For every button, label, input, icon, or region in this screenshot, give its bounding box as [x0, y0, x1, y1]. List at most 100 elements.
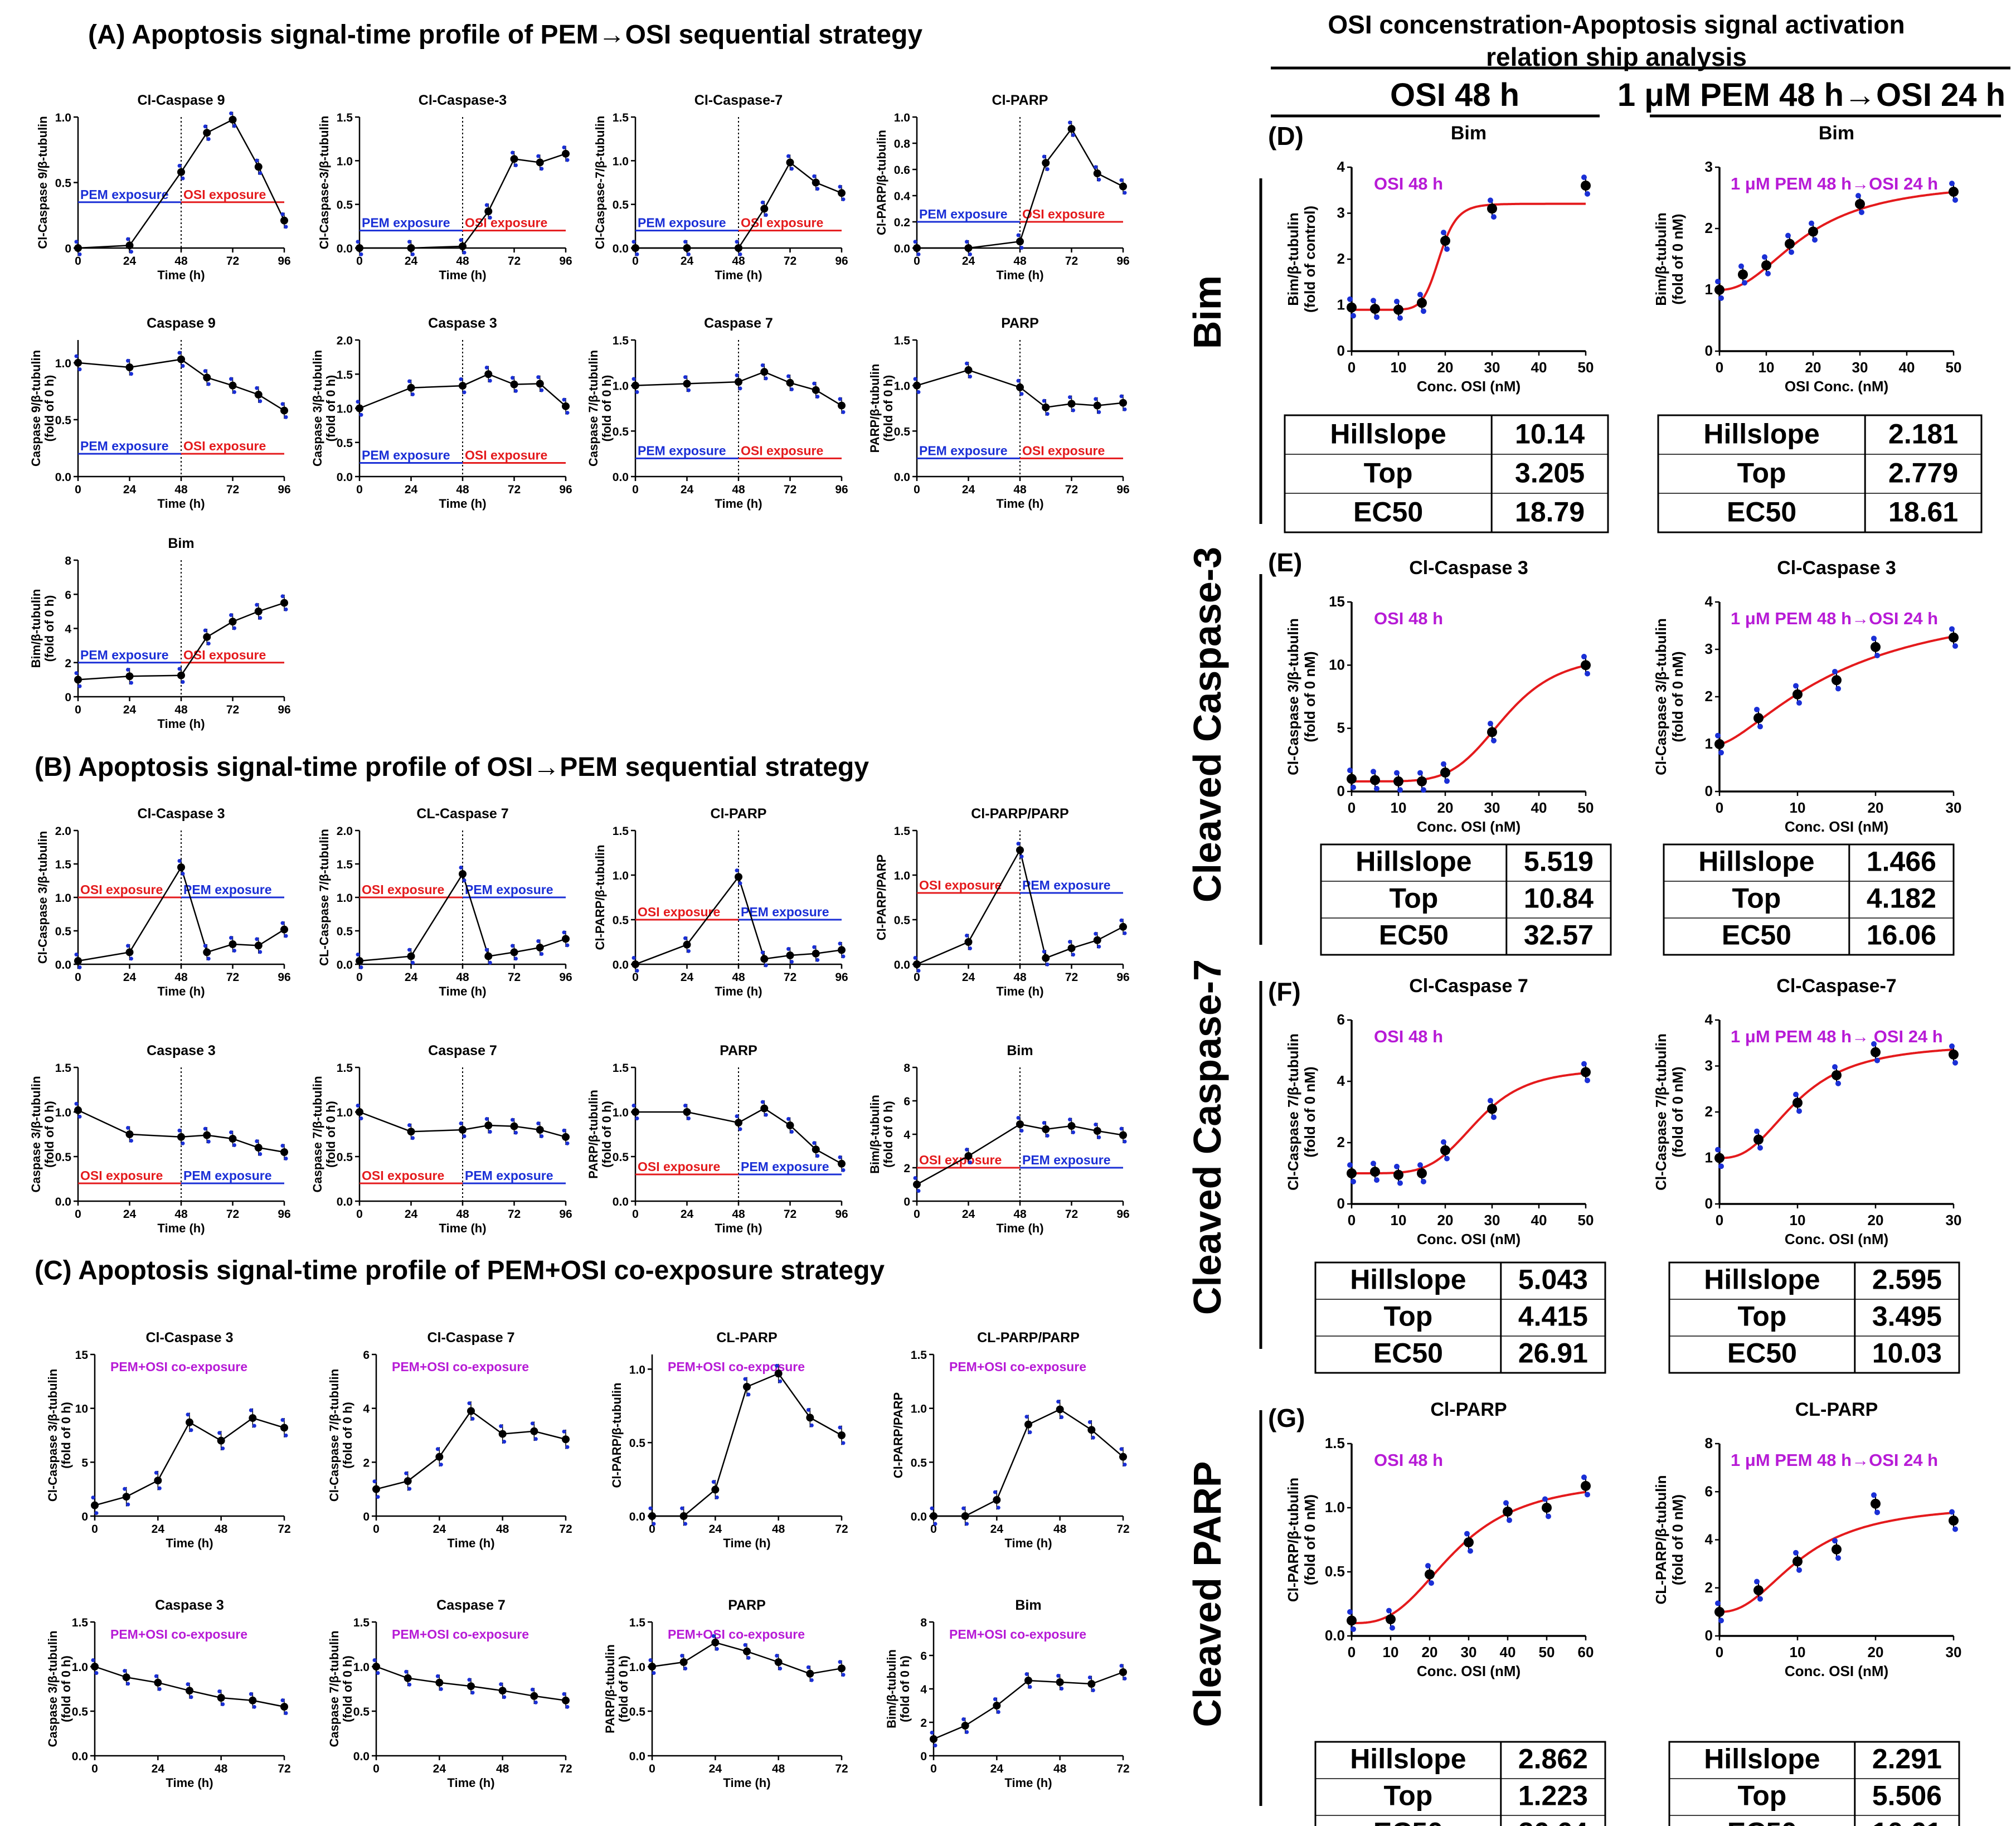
- replicate-point: [1028, 1685, 1032, 1689]
- y-tick-label: 2: [1705, 1103, 1713, 1120]
- y-tick-label: 1: [1705, 281, 1713, 298]
- x-axis-label: Conc. OSI (nM): [1417, 1231, 1520, 1247]
- replicate-point: [372, 1658, 377, 1662]
- x-tick-label: 72: [278, 1762, 290, 1775]
- y-tick-label: 0: [1705, 342, 1713, 359]
- replicate-point: [841, 1441, 846, 1445]
- x-tick-label: 20: [1437, 1212, 1454, 1228]
- replicate-point: [502, 1695, 507, 1699]
- x-tick-label: 0: [91, 1762, 98, 1775]
- replicate-point: [126, 1125, 130, 1130]
- replicate-point: [356, 952, 360, 956]
- data-point: [711, 1485, 720, 1494]
- data-point: [913, 244, 921, 252]
- data-point: [459, 242, 467, 250]
- data-point: [125, 241, 134, 250]
- y-tick-label: 6: [1337, 1011, 1345, 1028]
- replicate-point: [376, 1671, 380, 1676]
- replicate-point: [94, 1671, 99, 1676]
- table-label: Hillslope: [1356, 846, 1471, 877]
- replicate-point: [648, 1506, 653, 1511]
- replicate-point: [1394, 1163, 1400, 1169]
- data-point: [1347, 302, 1357, 313]
- exposure-label-left: PEM exposure: [362, 216, 450, 230]
- table-value: 2.291: [1872, 1744, 1942, 1775]
- replicate-point: [1488, 1097, 1493, 1104]
- y-axis-label-2: (fold of 0 h): [898, 1655, 912, 1722]
- replicate-point: [533, 1437, 538, 1441]
- replicate-point: [1123, 1139, 1127, 1144]
- chart-C-21: Caspase 3 0.0 0.5 1.0 1.5 0 24 48 72 Time (h) Casp…: [46, 1597, 291, 1790]
- data-point: [280, 216, 288, 225]
- replicate-point: [530, 1687, 535, 1692]
- data-point: [648, 1663, 656, 1670]
- y-tick-label: 6: [65, 589, 71, 601]
- replicate-point: [1468, 1548, 1473, 1554]
- data-point: [1042, 403, 1050, 411]
- x-tick-label: 96: [278, 1208, 290, 1221]
- replicate-point: [372, 1479, 377, 1484]
- replicate-point: [841, 197, 846, 202]
- data-point: [217, 1694, 225, 1702]
- x-tick-label: 72: [559, 1762, 572, 1775]
- replicate-point: [126, 944, 130, 948]
- chart-A-4: Caspase 9 0.0 0.5 1.0 0 24 48 72 96 Time (h) Caspa…: [29, 315, 291, 511]
- exposure-label-right: OSI exposure: [741, 443, 823, 458]
- x-tick-label: 24: [990, 1523, 1004, 1536]
- data-point: [1785, 239, 1795, 249]
- data-point: [229, 940, 237, 948]
- chart-title: Cl-Caspase 3: [137, 806, 225, 822]
- replicate-point: [540, 1134, 544, 1139]
- replicate-point: [746, 1392, 751, 1397]
- x-axis-label: Conc. OSI (nM): [1785, 818, 1888, 835]
- replicate-point: [764, 376, 768, 381]
- y-tick-label: 0.5: [613, 1151, 629, 1164]
- replicate-point: [790, 960, 794, 964]
- x-tick-label: 24: [962, 255, 975, 268]
- x-axis-label: Conc. OSI (nM): [1785, 1663, 1888, 1679]
- x-tick-label: 60: [1578, 1644, 1594, 1660]
- replicate-point: [462, 1134, 467, 1139]
- data-point: [812, 386, 820, 394]
- table-border: [1668, 1741, 1960, 1826]
- replicate-point: [359, 252, 363, 256]
- data-point: [1464, 1537, 1474, 1548]
- replicate-point: [562, 930, 566, 935]
- y-tick-label: 4: [1337, 158, 1345, 175]
- replicate-point: [1949, 1509, 1955, 1515]
- y-axis-label: PARP/β-tubulin: [586, 1090, 600, 1179]
- replicate-point: [1068, 1117, 1072, 1121]
- table-label: Top: [1383, 1780, 1432, 1812]
- x-axis-label: Time (h): [439, 984, 486, 998]
- x-axis-label: Time (h): [715, 1221, 762, 1235]
- replicate-point: [1347, 1162, 1353, 1168]
- replicate-point: [965, 1730, 969, 1735]
- chart-B-12: Cl-PARP/PARP 0.0 0.5 1.0 1.5 0 24 48 72 96 Time (h…: [875, 806, 1130, 998]
- replicate-point: [965, 933, 969, 938]
- y-tick-label: 0.5: [72, 1706, 89, 1718]
- replicate-point: [1441, 761, 1446, 767]
- replicate-point: [565, 943, 570, 948]
- replicate-point: [1068, 395, 1072, 400]
- y-axis-label: Cl-Caspase 7/β-tubulin: [327, 1369, 341, 1502]
- replicate-point: [511, 376, 514, 380]
- data-point: [1067, 125, 1076, 133]
- chart-title: Cl-Caspase 7: [1409, 975, 1528, 997]
- data-point: [1753, 1585, 1764, 1596]
- table-value: 10.61: [1872, 1817, 1942, 1826]
- data-point: [683, 940, 691, 949]
- replicate-point: [1952, 643, 1958, 649]
- chart-A-0: Cl-Caspase 9 0 0.5 1.0 0 24 48 72 96 Time (h) Cl-C…: [36, 93, 291, 282]
- replicate-point: [838, 1660, 842, 1664]
- y-axis-label: Caspase 9/β-tubulin: [29, 350, 43, 467]
- replicate-point: [1855, 193, 1861, 199]
- chart-A-3: Cl-PARP 0.0 0.2 0.4 0.6 0.8 1.0 0 24 48 72 96 Time (…: [875, 93, 1130, 282]
- chart-title: Cl-PARP: [1430, 1399, 1507, 1420]
- replicate-point: [255, 1139, 259, 1143]
- data-point: [760, 955, 769, 963]
- replicate-point: [1796, 700, 1802, 706]
- data-point: [125, 948, 134, 956]
- x-tick-label: 72: [784, 483, 796, 496]
- y-axis-label-2: (fold of 0 nM): [1669, 651, 1686, 742]
- data-point: [125, 1130, 134, 1138]
